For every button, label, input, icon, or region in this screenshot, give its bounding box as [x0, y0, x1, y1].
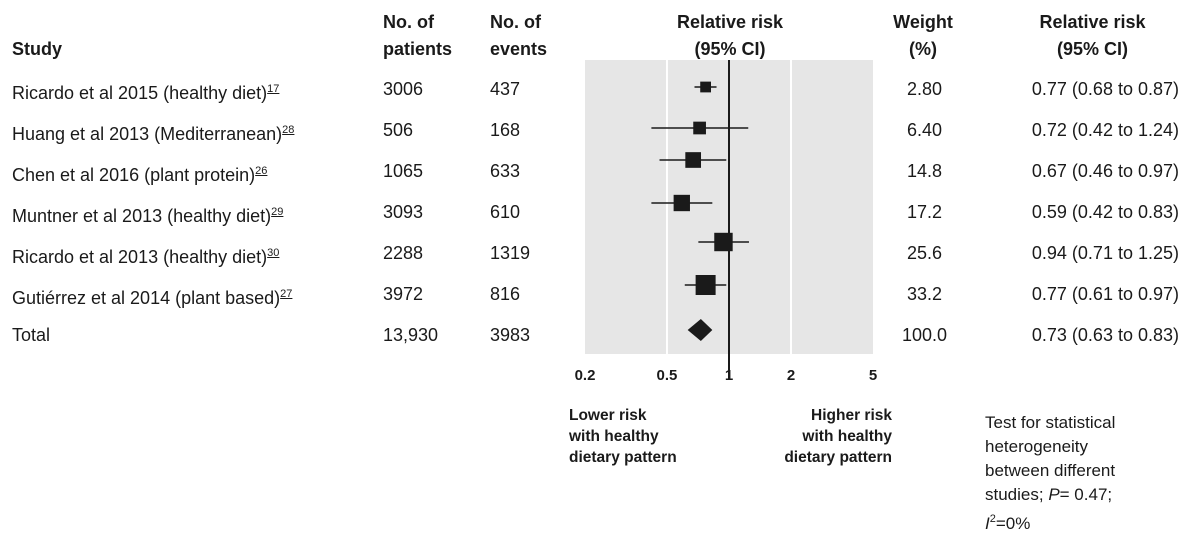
events-value: 1319 — [490, 243, 531, 263]
header-weight-line2: (%) — [909, 39, 937, 59]
weight-value: 17.2 — [906, 202, 942, 222]
header-plot-line1: Relative risk — [676, 12, 784, 32]
study-label: Huang et al 2013 (Mediterranean) — [12, 124, 283, 144]
header-events-line1: No. of — [490, 12, 541, 32]
tick-label: 5 — [869, 367, 877, 384]
study-name: Ricardo et al 2015 (healthy diet)17 — [12, 78, 279, 104]
header-events: No. of events — [490, 11, 547, 60]
note-line2: heterogeneity — [985, 437, 1089, 456]
reference-link[interactable]: 17 — [267, 83, 280, 95]
reference-link[interactable]: 28 — [282, 124, 295, 136]
rr-value: 0.67 (0.46 to 0.97) — [1031, 161, 1179, 181]
heterogeneity-note: Test for statistical heterogeneity betwe… — [985, 411, 1175, 536]
weight-value: 33.2 — [906, 284, 942, 304]
reference-link[interactable]: 26 — [255, 165, 268, 177]
point-estimate-square — [685, 152, 702, 168]
note-i-value: =0% — [995, 514, 1031, 533]
pooled-diamond — [687, 319, 713, 341]
total-rr: 0.73 (0.63 to 0.83) — [1031, 325, 1179, 345]
patients-value: 3972 — [383, 284, 424, 304]
higher-risk-line2: with healthy — [802, 428, 892, 445]
patients-value: 3093 — [383, 202, 424, 222]
lower-risk-line1: Lower risk — [569, 407, 647, 424]
note-p-symbol: P — [1048, 485, 1060, 504]
header-rr: Relative risk (95% CI) — [1005, 11, 1180, 60]
header-patients: No. of patients — [383, 11, 452, 60]
rr-value: 0.59 (0.42 to 0.83) — [1031, 202, 1179, 222]
tick-label: 0.5 — [657, 367, 678, 384]
study-label: Ricardo et al 2013 (healthy diet) — [12, 247, 268, 267]
tick-label: 2 — [787, 367, 795, 384]
note-studies: studies; — [985, 485, 1049, 504]
patients-value: 3006 — [383, 79, 424, 99]
weight-value: 14.8 — [906, 161, 942, 181]
events-value: 168 — [490, 120, 521, 140]
total-label: Total — [12, 325, 51, 345]
patients-value: 506 — [383, 120, 414, 140]
reference-link[interactable]: 29 — [271, 206, 284, 218]
study-name: Chen et al 2016 (plant protein)26 — [12, 160, 267, 186]
study-name: Huang et al 2013 (Mediterranean)28 — [12, 119, 294, 145]
study-name: Muntner et al 2013 (healthy diet)29 — [12, 201, 283, 227]
events-value: 816 — [490, 284, 521, 304]
note-line5: I2=0% — [985, 507, 1175, 536]
events-value: 437 — [490, 79, 521, 99]
header-events-line2: events — [490, 39, 548, 59]
lower-risk-label: Lower risk with healthy dietary pattern — [569, 405, 677, 468]
higher-risk-line3: dietary pattern — [784, 449, 892, 466]
total-events: 3983 — [490, 325, 531, 345]
total-weight: 100.0 — [901, 325, 947, 345]
higher-risk-line1: Higher risk — [811, 407, 892, 424]
note-i-symbol: I — [985, 514, 990, 533]
header-rr-line2: (95% CI) — [1056, 39, 1128, 59]
point-estimate-square — [695, 275, 716, 295]
point-estimate-square — [714, 232, 733, 252]
point-estimate-square — [693, 121, 706, 135]
point-estimate-square — [673, 194, 690, 212]
tick-label: 1 — [725, 367, 733, 384]
events-value: 610 — [490, 202, 521, 222]
rr-value: 0.77 (0.61 to 0.97) — [1031, 284, 1179, 304]
reference-link[interactable]: 27 — [280, 288, 293, 300]
events-value: 633 — [490, 161, 521, 181]
note-line4: studies; P= 0.47; — [985, 483, 1175, 507]
study-label: Gutiérrez et al 2014 (plant based) — [12, 288, 281, 308]
total-patients: 13,930 — [383, 325, 439, 345]
rr-value: 0.94 (0.71 to 1.25) — [1031, 243, 1179, 263]
study-label: Chen et al 2016 (plant protein) — [12, 165, 256, 185]
header-patients-line1: No. of — [383, 12, 434, 32]
point-estimate-square — [700, 81, 712, 93]
header-rr-line1: Relative risk — [1039, 12, 1146, 32]
lower-risk-line2: with healthy — [569, 428, 659, 445]
rr-value: 0.72 (0.42 to 1.24) — [1031, 120, 1179, 140]
study-name: Ricardo et al 2013 (healthy diet)30 — [12, 242, 279, 268]
note-p-value: = 0.47; — [1059, 485, 1113, 504]
header-plot: Relative risk (95% CI) — [640, 11, 820, 60]
header-patients-line2: patients — [383, 39, 453, 59]
tick-label: 0.2 — [575, 367, 596, 384]
note-line3: between different — [985, 461, 1116, 480]
note-line1: Test for statistical — [985, 413, 1116, 432]
reference-link[interactable]: 30 — [267, 247, 280, 259]
study-label: Ricardo et al 2015 (healthy diet) — [12, 83, 268, 103]
note-superscript: 2 — [989, 513, 996, 525]
rr-value: 0.77 (0.68 to 0.87) — [1031, 79, 1179, 99]
weight-value: 6.40 — [906, 120, 942, 140]
study-label: Muntner et al 2013 (healthy diet) — [12, 206, 272, 226]
patients-value: 1065 — [383, 161, 424, 181]
patients-value: 2288 — [383, 243, 424, 263]
weight-value: 25.6 — [906, 243, 942, 263]
header-weight-line1: Weight — [893, 12, 953, 32]
header-study: Study — [12, 39, 63, 59]
weight-value: 2.80 — [906, 79, 942, 99]
header-plot-line2: (95% CI) — [694, 39, 766, 59]
higher-risk-label: Higher risk with healthy dietary pattern — [742, 405, 892, 468]
lower-risk-line3: dietary pattern — [569, 449, 677, 466]
study-name: Gutiérrez et al 2014 (plant based)27 — [12, 283, 292, 309]
header-weight: Weight (%) — [878, 11, 968, 60]
